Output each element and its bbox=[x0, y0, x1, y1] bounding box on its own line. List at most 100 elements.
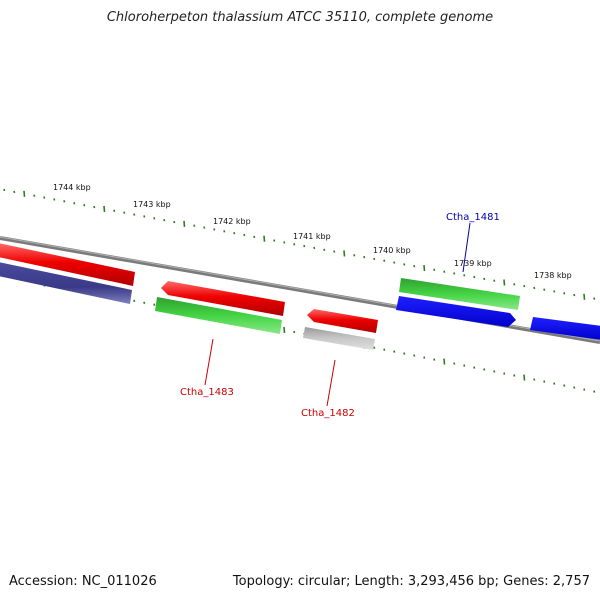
gene-ctha-1481-blue[interactable] bbox=[396, 296, 516, 327]
minor-tick bbox=[533, 286, 536, 290]
gene-left-red[interactable] bbox=[0, 243, 135, 286]
gene-label-ctha-1481[interactable]: Ctha_1481 bbox=[446, 212, 500, 223]
major-tick bbox=[283, 326, 286, 334]
minor-tick bbox=[253, 235, 256, 239]
minor-tick bbox=[283, 241, 286, 244]
genome-summary: Topology: circular; Length: 3,293,456 bp… bbox=[232, 574, 590, 589]
minor-tick bbox=[353, 254, 356, 257]
minor-tick bbox=[583, 388, 586, 391]
minor-tick bbox=[483, 277, 486, 281]
tick-label-1743: 1743 kbp bbox=[133, 200, 171, 209]
minor-tick bbox=[433, 268, 436, 272]
minor-tick bbox=[473, 275, 476, 279]
minor-tick bbox=[533, 378, 536, 381]
minor-tick bbox=[163, 218, 166, 222]
gene-ctha-1482-red[interactable] bbox=[307, 309, 378, 333]
major-tick bbox=[23, 190, 26, 197]
minor-tick bbox=[303, 244, 306, 248]
major-tick bbox=[263, 235, 266, 242]
minor-tick bbox=[393, 261, 396, 264]
major-tick bbox=[523, 374, 526, 381]
minor-tick bbox=[573, 386, 576, 389]
minor-tick bbox=[523, 284, 526, 288]
minor-tick bbox=[63, 200, 66, 203]
minor-tick bbox=[133, 299, 136, 303]
major-tick bbox=[503, 279, 506, 286]
minor-tick bbox=[53, 198, 56, 201]
minor-tick bbox=[43, 196, 46, 199]
outer-tick-ring bbox=[3, 188, 596, 300]
minor-tick bbox=[373, 346, 376, 349]
minor-tick bbox=[193, 224, 196, 227]
accession-label: Accession: NC_011026 bbox=[9, 574, 157, 589]
leader-ctha-1481 bbox=[462, 222, 471, 273]
minor-tick bbox=[493, 279, 496, 282]
minor-tick bbox=[153, 303, 156, 306]
gene-label-ctha-1482[interactable]: Ctha_1482 bbox=[301, 408, 355, 419]
gene-right-blue[interactable] bbox=[530, 317, 600, 340]
minor-tick bbox=[133, 213, 136, 216]
minor-tick bbox=[313, 246, 316, 250]
minor-tick bbox=[333, 250, 336, 253]
minor-tick bbox=[413, 265, 416, 268]
minor-tick bbox=[383, 348, 386, 351]
minor-tick bbox=[443, 270, 446, 273]
minor-tick bbox=[93, 205, 96, 209]
minor-tick bbox=[73, 202, 76, 205]
gene-ctha-1483-red[interactable] bbox=[161, 281, 285, 316]
minor-tick bbox=[403, 263, 406, 266]
minor-tick bbox=[553, 382, 556, 385]
minor-tick bbox=[143, 301, 146, 304]
gene-ctha-1482-grey[interactable] bbox=[303, 327, 375, 350]
minor-tick bbox=[553, 290, 556, 293]
tick-label-1742: 1742 kbp bbox=[213, 217, 251, 226]
tick-label-1740: 1740 kbp bbox=[373, 246, 411, 255]
minor-tick bbox=[113, 209, 116, 212]
minor-tick bbox=[513, 283, 516, 286]
minor-tick bbox=[273, 239, 276, 242]
minor-tick bbox=[573, 293, 576, 297]
minor-tick bbox=[503, 372, 506, 375]
gene-ctha-1483-green[interactable] bbox=[155, 297, 282, 334]
major-tick bbox=[583, 293, 586, 300]
minor-tick bbox=[593, 390, 596, 393]
gene-label-ctha-1483[interactable]: Ctha_1483 bbox=[180, 387, 234, 398]
major-tick bbox=[103, 205, 106, 212]
minor-tick bbox=[543, 380, 546, 383]
map-title: Chloroherpeton thalassium ATCC 35110, co… bbox=[106, 10, 494, 25]
tick-label-1741: 1741 kbp bbox=[293, 232, 331, 241]
minor-tick bbox=[233, 231, 236, 235]
minor-tick bbox=[143, 215, 146, 218]
major-tick bbox=[343, 250, 346, 257]
minor-tick bbox=[123, 211, 126, 214]
minor-tick bbox=[413, 354, 416, 357]
minor-tick bbox=[83, 203, 86, 207]
minor-tick bbox=[243, 233, 246, 237]
minor-tick bbox=[463, 364, 466, 367]
minor-tick bbox=[373, 257, 376, 261]
minor-tick bbox=[363, 255, 366, 259]
minor-tick bbox=[473, 366, 476, 369]
major-tick bbox=[443, 358, 446, 365]
minor-tick bbox=[293, 243, 296, 246]
minor-tick bbox=[483, 368, 486, 371]
minor-tick bbox=[453, 362, 456, 365]
tick-label-1738: 1738 kbp bbox=[534, 271, 572, 280]
gene-ctha-1481-green[interactable] bbox=[399, 278, 520, 310]
tick-label-1739: 1739 kbp bbox=[454, 259, 492, 268]
minor-tick bbox=[543, 288, 546, 291]
leader-ctha-1483 bbox=[204, 338, 214, 386]
minor-tick bbox=[403, 352, 406, 355]
minor-tick bbox=[3, 188, 6, 192]
gene-left-navy[interactable] bbox=[0, 262, 132, 304]
major-tick bbox=[423, 264, 426, 272]
minor-tick bbox=[293, 330, 296, 334]
minor-tick bbox=[13, 190, 16, 194]
minor-tick bbox=[513, 374, 516, 377]
leader-ctha-1482 bbox=[326, 359, 336, 407]
minor-tick bbox=[423, 356, 426, 359]
minor-tick bbox=[563, 384, 566, 387]
minor-tick bbox=[203, 226, 206, 229]
minor-tick bbox=[213, 228, 216, 231]
